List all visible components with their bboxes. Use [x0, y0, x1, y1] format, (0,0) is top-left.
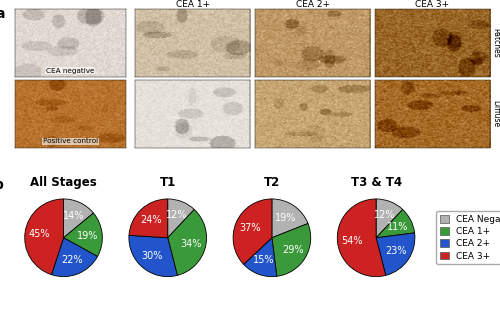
Title: CEA 3+: CEA 3+ — [416, 0, 450, 9]
Wedge shape — [64, 213, 102, 256]
Text: 29%: 29% — [282, 245, 304, 255]
Text: 15%: 15% — [253, 255, 274, 265]
Text: Positive control: Positive control — [43, 138, 98, 144]
Text: CEA negative: CEA negative — [46, 68, 94, 74]
Wedge shape — [168, 209, 206, 275]
Title: CEA 1+: CEA 1+ — [176, 0, 210, 9]
Text: 54%: 54% — [342, 236, 363, 246]
Title: CEA 2+: CEA 2+ — [296, 0, 330, 9]
Text: 12%: 12% — [374, 210, 396, 220]
Text: 19%: 19% — [77, 230, 98, 240]
Text: 19%: 19% — [275, 213, 296, 223]
Text: 34%: 34% — [180, 239, 202, 249]
Wedge shape — [338, 199, 386, 277]
Title: T2: T2 — [264, 176, 280, 189]
Text: 11%: 11% — [387, 222, 408, 232]
Text: 23%: 23% — [386, 246, 407, 256]
Wedge shape — [272, 223, 310, 276]
Title: T3 & T4: T3 & T4 — [350, 176, 402, 189]
Text: 37%: 37% — [239, 223, 260, 233]
Text: 22%: 22% — [62, 255, 83, 265]
Wedge shape — [129, 199, 168, 238]
Wedge shape — [376, 199, 402, 238]
Wedge shape — [376, 209, 414, 238]
Text: b: b — [0, 177, 4, 192]
Wedge shape — [233, 199, 272, 264]
Wedge shape — [244, 238, 277, 277]
Wedge shape — [168, 199, 194, 238]
Wedge shape — [52, 238, 98, 277]
Text: 45%: 45% — [29, 229, 50, 239]
Y-axis label: Patches: Patches — [491, 28, 500, 58]
Y-axis label: Diffuse: Diffuse — [491, 100, 500, 127]
Legend: CEA Negative, CEA 1+, CEA 2+, CEA 3+: CEA Negative, CEA 1+, CEA 2+, CEA 3+ — [436, 211, 500, 264]
Title: All Stages: All Stages — [30, 176, 97, 189]
Text: 24%: 24% — [140, 215, 162, 225]
Wedge shape — [24, 199, 64, 275]
Text: 14%: 14% — [63, 211, 84, 221]
Text: 12%: 12% — [166, 210, 188, 220]
Text: a: a — [0, 7, 4, 21]
Wedge shape — [272, 199, 308, 238]
Wedge shape — [129, 235, 178, 277]
Wedge shape — [64, 199, 94, 238]
Text: 30%: 30% — [142, 251, 163, 261]
Wedge shape — [376, 233, 415, 275]
Title: T1: T1 — [160, 176, 176, 189]
